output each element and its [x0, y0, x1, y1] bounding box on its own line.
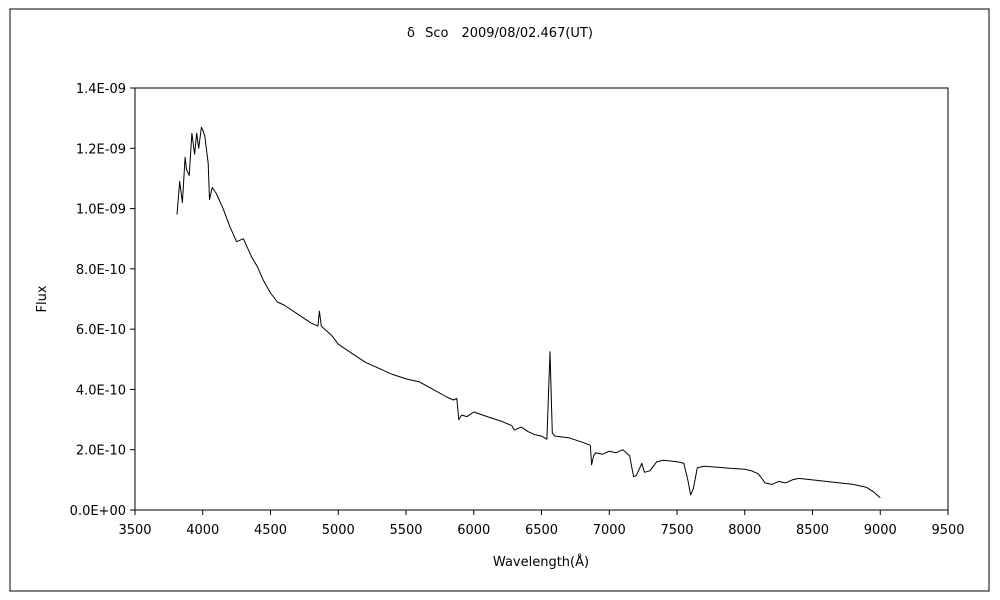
y-tick-label: 1.4E-09 [76, 82, 126, 97]
x-tick-label: 9500 [931, 523, 964, 538]
x-tick-label: 4000 [186, 523, 219, 538]
x-tick-label: 7500 [660, 523, 693, 538]
y-tick-label: 2.0E-10 [76, 444, 126, 459]
x-tick-label: 8500 [796, 523, 829, 538]
x-axis: 3500 4000 4500 5000 5500 6000 6500 7000 7500 8000… [118, 510, 965, 538]
y-tick-label: 8.0E-10 [76, 263, 126, 278]
x-tick-label: 9000 [864, 523, 897, 538]
y-tick-label: 6.0E-10 [76, 323, 126, 338]
chart-title: δ Sco 2009/08/02.467(UT) [407, 26, 593, 41]
series-line-0 [176, 126, 881, 499]
y-axis-label: Flux [35, 285, 50, 312]
x-tick-label: 6500 [525, 523, 558, 538]
y-tick-label: 1.0E-09 [76, 203, 126, 218]
x-tick-label: 4500 [254, 523, 287, 538]
x-axis-label: Wavelength(Å) [493, 554, 589, 570]
x-tick-label: 5500 [389, 523, 422, 538]
y-tick-label: 1.2E-09 [76, 142, 126, 157]
series-group [176, 126, 881, 499]
x-tick-label: 6000 [457, 523, 490, 538]
y-axis: 0.0E+00 2.0E-10 4.0E-10 6.0E-10 8.0E-10 1.0E-… [70, 82, 135, 519]
x-tick-label: 8000 [728, 523, 761, 538]
y-tick-label: 0.0E+00 [70, 504, 126, 519]
y-tick-label: 4.0E-10 [76, 383, 126, 398]
plot-area [134, 87, 949, 511]
x-tick-label: 5000 [322, 523, 355, 538]
x-tick-label: 7000 [593, 523, 626, 538]
x-tick-label: 3500 [118, 523, 151, 538]
